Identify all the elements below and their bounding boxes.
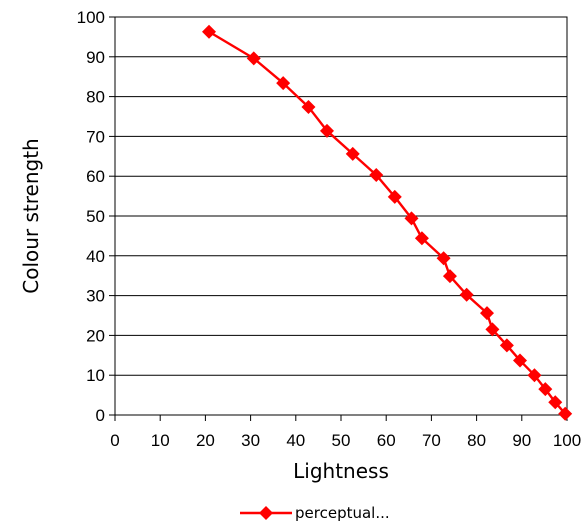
data-point xyxy=(436,251,451,266)
data-point xyxy=(479,306,494,321)
data-point xyxy=(442,269,457,284)
data-point xyxy=(301,99,316,114)
x-tick-label: 50 xyxy=(332,431,351,450)
y-tick-label: 30 xyxy=(86,287,105,306)
data-point xyxy=(345,146,360,161)
x-tick-label: 30 xyxy=(241,431,260,450)
x-tick-label: 60 xyxy=(377,431,396,450)
data-point xyxy=(527,368,542,383)
x-tick-label: 90 xyxy=(512,431,531,450)
data-point xyxy=(548,395,563,410)
y-tick-label: 60 xyxy=(86,167,105,186)
data-point xyxy=(414,231,429,246)
y-axis-ticks: 0 10 20 30 40 50 60 70 80 90 100 xyxy=(77,8,115,425)
x-tick-label: 10 xyxy=(151,431,170,450)
gridlines xyxy=(115,56,567,376)
y-tick-label: 0 xyxy=(96,406,105,425)
x-axis-ticks: 0 10 20 30 40 50 60 70 80 90 100 xyxy=(110,415,581,450)
data-point xyxy=(369,168,384,183)
data-point xyxy=(387,189,402,204)
data-point xyxy=(485,322,500,337)
x-tick-label: 20 xyxy=(196,431,215,450)
y-tick-label: 80 xyxy=(86,88,105,107)
x-tick-label: 0 xyxy=(110,431,119,450)
y-tick-label: 70 xyxy=(86,127,105,146)
legend: perceptual... xyxy=(240,504,390,522)
data-point xyxy=(202,24,217,39)
data-point xyxy=(499,338,514,353)
data-point xyxy=(276,76,291,91)
y-axis-title: Colour strength xyxy=(19,138,43,294)
data-point xyxy=(459,287,474,302)
legend-label: perceptual... xyxy=(295,504,390,522)
y-tick-label: 100 xyxy=(77,8,105,27)
x-tick-label: 40 xyxy=(286,431,305,450)
x-axis-title: Lightness xyxy=(293,459,389,483)
y-tick-label: 90 xyxy=(86,48,105,67)
x-tick-label: 70 xyxy=(422,431,441,450)
y-tick-label: 40 xyxy=(86,247,105,266)
data-point xyxy=(558,406,573,421)
y-tick-label: 10 xyxy=(86,366,105,385)
y-tick-label: 50 xyxy=(86,207,105,226)
y-tick-label: 20 xyxy=(86,326,105,345)
series-layer xyxy=(202,24,573,421)
data-point xyxy=(246,51,261,66)
data-point xyxy=(404,211,419,226)
x-tick-label: 80 xyxy=(467,431,486,450)
data-point xyxy=(538,382,553,397)
data-point xyxy=(512,353,527,368)
x-tick-label: 100 xyxy=(553,431,581,450)
data-point xyxy=(319,123,334,138)
legend-diamond-icon xyxy=(259,506,273,520)
